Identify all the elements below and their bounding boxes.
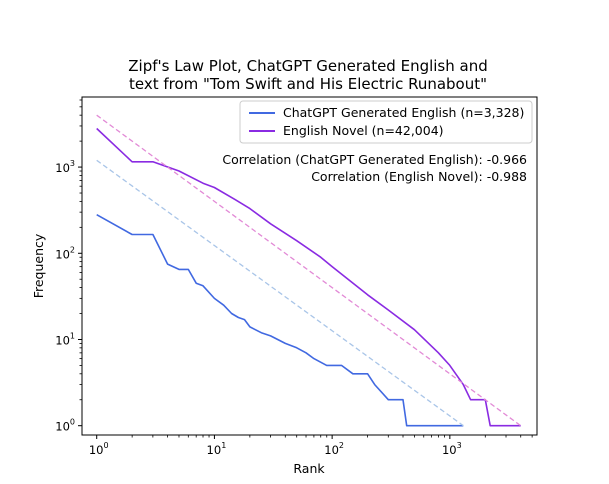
annotation-correlation-chatgpt: Correlation (ChatGPT Generated English):… bbox=[222, 152, 527, 167]
y-tick-label: 100 bbox=[55, 418, 75, 434]
plot-area-frame bbox=[81, 96, 538, 436]
y-tick-label: 101 bbox=[55, 331, 75, 347]
series-layer bbox=[96, 114, 522, 427]
x-axis-label: Rank bbox=[293, 461, 325, 476]
annotation-correlation-novel: Correlation (English Novel): -0.988 bbox=[311, 169, 527, 184]
x-tick-label: 100 bbox=[89, 441, 109, 457]
series-line-chatgpt bbox=[96, 214, 464, 427]
ticks-layer: 100 101 102 103 100 101 102 103 bbox=[55, 99, 533, 457]
x-tick-label: 103 bbox=[442, 441, 462, 457]
chart-title-line-2: text from "Tom Swift and His Electric Ru… bbox=[129, 75, 487, 93]
y-tick-label: 102 bbox=[55, 245, 75, 261]
legend-label-novel: English Novel (n=42,004) bbox=[283, 123, 444, 138]
y-tick-label: 103 bbox=[55, 159, 75, 175]
legend: ChatGPT Generated English (n=3,328) Engl… bbox=[239, 100, 533, 144]
legend-box bbox=[239, 100, 533, 144]
x-tick-label: 101 bbox=[207, 441, 227, 457]
series-line-chatgpt-fit bbox=[96, 159, 464, 427]
series-line-novel bbox=[96, 127, 521, 427]
x-tick-label: 102 bbox=[324, 441, 344, 457]
chart-title-line-1: Zipf's Law Plot, ChatGPT Generated Engli… bbox=[128, 57, 488, 75]
y-axis-label: Frequency bbox=[31, 233, 46, 298]
legend-label-chatgpt: ChatGPT Generated English (n=3,328) bbox=[283, 105, 524, 120]
